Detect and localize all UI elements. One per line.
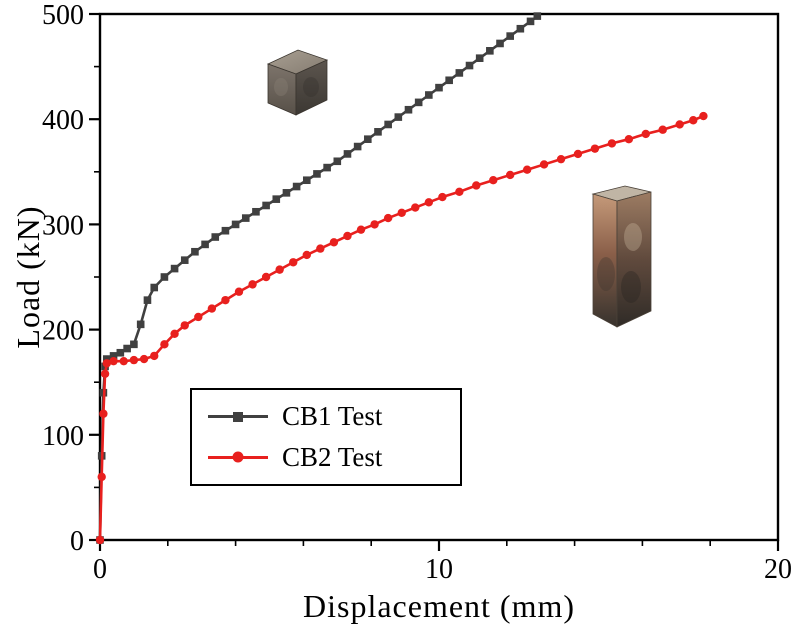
square-marker-icon [233, 411, 243, 422]
prism-specimen-photo-cb2 [581, 182, 659, 330]
cube-specimen-graphic [266, 49, 329, 116]
legend-label-cb2: CB2 Test [282, 441, 383, 472]
legend-item-cb1: CB1 Test [208, 403, 460, 430]
prism-specimen-graphic [591, 185, 652, 328]
legend-box: CB1 Test CB2 Test [190, 388, 462, 486]
series-cb2-test [95, 111, 708, 545]
x-tick-label: 10 [425, 554, 453, 585]
legend-swatch-cb2 [208, 450, 268, 464]
y-tick-label: 200 [42, 316, 84, 347]
legend-swatch-cb1 [208, 410, 268, 424]
y-tick-label: 0 [70, 526, 84, 557]
x-tick-label: 20 [764, 554, 792, 585]
y-tick-label: 400 [42, 105, 84, 136]
y-tick-label: 500 [42, 0, 84, 31]
y-axis-title: Load (kN) [10, 205, 46, 349]
x-tick-label: 0 [93, 554, 107, 585]
legend-item-cb2: CB2 Test [208, 441, 460, 472]
cube-specimen-photo-cb1 [263, 45, 331, 117]
circle-marker-icon [232, 451, 244, 463]
y-tick-label: 100 [42, 421, 84, 452]
legend-label-cb1: CB1 Test [282, 401, 383, 432]
y-tick-label: 300 [42, 210, 84, 241]
series-cb1-test [96, 12, 542, 544]
x-axis-title: Displacement (mm) [302, 588, 576, 624]
